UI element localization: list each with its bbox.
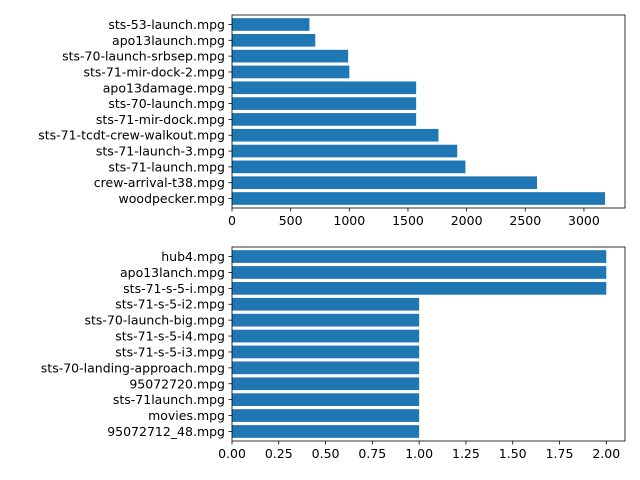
bar [232,250,607,263]
y-tick-label: sts-71-s-5-i.mpg [123,281,225,296]
y-tick-label: woodpecker.mpg [119,191,225,206]
y-tick-label: sts-70-launch-srbsep.mpg [62,49,225,64]
bar [232,97,417,110]
bottom-bar-chart: 95072712_48.mpgmovies.mpgsts-71launch.mp… [41,246,626,461]
bar [232,345,420,359]
bar [232,81,417,95]
axes-frame [231,14,626,209]
bar [232,49,349,63]
y-tick-label: sts-71-launch.mpg [108,159,225,174]
x-tick-label: 2500 [509,213,541,228]
y-tick-label: 95072720.mpg [129,376,225,391]
bar [232,409,420,422]
y-tick-label: apo13lanch.mpg [120,265,225,280]
y-tick-label: sts-71-launch-3.mpg [96,144,225,159]
y-tick-label: hub4.mpg [161,249,225,264]
bar [232,176,538,190]
bar [232,329,420,343]
y-tick-label: movies.mpg [148,408,225,423]
x-tick-label: 500 [279,213,303,228]
y-tick-label: sts-70-launch.mpg [108,96,225,111]
bar [232,266,607,279]
bar [232,18,310,31]
y-tick-label: sts-70-launch-big.mpg [85,313,226,328]
x-tick-label: 1.25 [452,446,480,461]
y-tick-label: sts-71-mir-dock.mpg [96,112,225,127]
y-tick-label: apo13launch.mpg [112,33,225,48]
x-tick-label: 1500 [392,213,424,228]
bar [232,425,420,438]
bar [232,33,316,47]
x-tick-label: 3000 [568,213,600,228]
x-tick-label: 1.00 [405,446,433,461]
y-tick-label: sts-71-s-5-i4.mpg [115,329,225,344]
bar [232,393,420,407]
bar [232,361,420,375]
y-tick-label: sts-71-mir-dock-2.mpg [83,64,225,79]
x-tick-label: 0.00 [218,446,246,461]
y-tick-label: sts-53-launch.mpg [108,17,225,32]
axes-frame [231,246,626,442]
x-tick-label: 2.00 [592,446,620,461]
bar [232,281,607,295]
x-tick-label: 0.50 [312,446,340,461]
y-tick-label: apo13damage.mpg [103,80,225,95]
y-tick-label: sts-71-s-5-i2.mpg [115,297,225,312]
top-bar-chart: woodpecker.mpgcrew-arrival-t38.mpgsts-71… [38,14,626,228]
y-tick-label: sts-70-landing-approach.mpg [41,360,225,375]
bar [232,377,420,391]
bar [232,144,458,158]
y-tick-label: sts-71launch.mpg [113,392,225,407]
bar [232,313,420,327]
bar [232,297,420,311]
x-tick-label: 1.75 [546,446,574,461]
y-tick-label: 95072712_48.mpg [107,424,225,439]
x-tick-label: 0.75 [358,446,386,461]
x-tick-label: 1000 [333,213,365,228]
bar [232,113,417,126]
y-tick-label: sts-71-tcdt-crew-walkout.mpg [38,128,225,143]
x-tick-label: 0 [228,213,236,228]
y-tick-label: sts-71-s-5-i3.mpg [115,344,225,359]
bar [232,128,439,142]
x-tick-label: 0.25 [265,446,293,461]
x-tick-label: 2000 [451,213,483,228]
y-tick-label: crew-arrival-t38.mpg [94,175,225,190]
bar [232,65,350,79]
bar [232,160,466,174]
bar [232,192,606,205]
x-tick-label: 1.50 [499,446,527,461]
